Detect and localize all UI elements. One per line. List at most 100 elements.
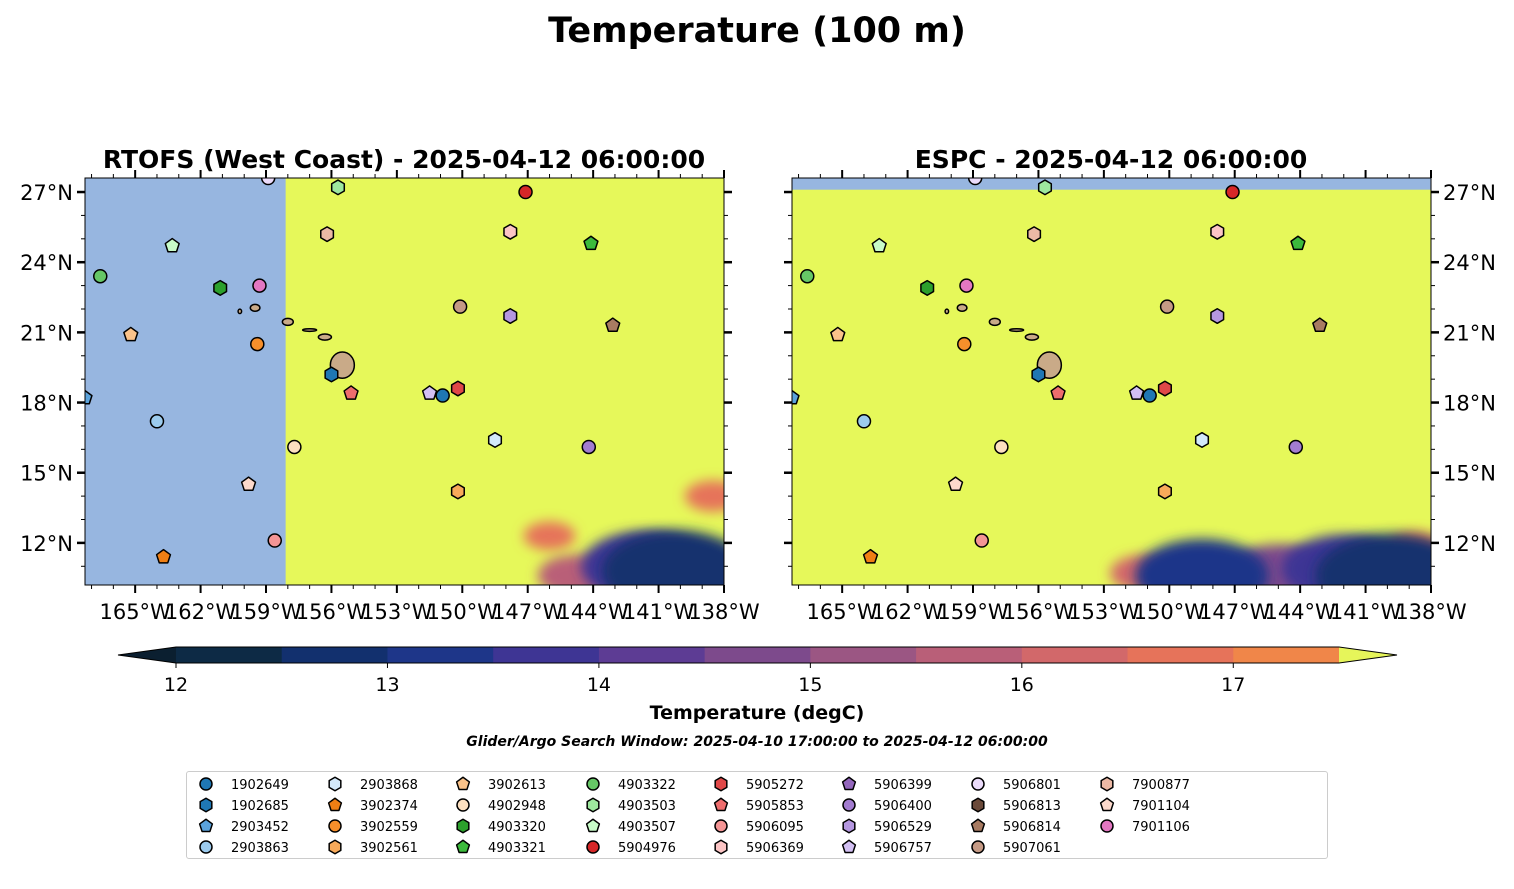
rtofs-map-panel: RTOFS (West Coast) - 2025-04-12 06:00:00…: [20, 145, 760, 624]
float-marker-3902374: [155, 548, 172, 564]
legend-label: 7901104: [1132, 799, 1190, 814]
y-tick-label: 12°N: [1443, 532, 1496, 556]
rtofs-panel-title: RTOFS (West Coast) - 2025-04-12 06:00:00: [103, 145, 705, 174]
float-marker-3902613: [123, 326, 139, 342]
rtofs-axes: 165°W162°W159°W156°W153°W150°W147°W144°W…: [20, 170, 760, 624]
float-marker-4902948: [287, 439, 302, 455]
colorbar-tick-label: 17: [1221, 674, 1245, 696]
float-marker-7901104: [947, 476, 964, 492]
legend-label: 3902374: [360, 799, 418, 814]
legend-entry-3902561: 3902561: [328, 839, 418, 856]
island-molokai: [1008, 327, 1025, 333]
legend-entry-2903868: 2903868: [328, 776, 418, 793]
legend-marker-4903321: [455, 839, 471, 854]
legend-label: 5905272: [746, 778, 804, 793]
y-tick-label: 15°N: [1443, 462, 1496, 486]
espc-map-panel: ESPC - 2025-04-12 06:00:00 165°W162°W159…: [784, 145, 1496, 624]
float-marker-5906400: [1288, 439, 1304, 455]
legend-marker-5906369: [714, 839, 728, 855]
island-kauai: [956, 303, 968, 313]
legend-marker-1902685: [199, 797, 213, 813]
y-tick-label: 27°N: [1443, 181, 1496, 205]
legend-entry-4903507: 4903507: [585, 818, 676, 835]
legend-entry-4902948: 4902948: [456, 798, 546, 814]
colorbar-segment: [598, 647, 706, 663]
float-marker-5906757: [1128, 385, 1145, 400]
x-tick-label: 162°W: [872, 600, 944, 624]
x-tick-label: 141°W: [623, 600, 695, 624]
float-legend-entries: 1902649 1902685 2903452 2903863 2903868 39023…: [198, 776, 1190, 856]
float-marker-1902685: [324, 366, 339, 383]
legend-entry-7901106: 7901106: [1100, 819, 1190, 835]
legend-marker-4903503: [586, 797, 600, 813]
legend-label: 5906529: [874, 820, 932, 835]
legend-entry-1902685: 1902685: [199, 797, 289, 814]
float-marker-4903320: [213, 279, 228, 296]
espc-float-markers: [792, 178, 1328, 564]
float-marker-5906529: [503, 307, 518, 325]
legend-label: 5906400: [874, 799, 932, 814]
colorbar-tick-label: 14: [587, 674, 611, 696]
left-cold-patch: [602, 530, 724, 585]
colorbar-segment: [1021, 647, 1129, 663]
float-marker-4903507: [164, 237, 180, 253]
legend-marker-5906801: [971, 777, 985, 791]
legend-label: 5906814: [1003, 820, 1061, 835]
colorbar-segment: [387, 647, 494, 663]
espc-map-frame: [791, 177, 1432, 586]
legend-marker-5906399: [841, 776, 857, 791]
float-marker-5906369: [1210, 223, 1225, 240]
legend-entry-3902374: 3902374: [327, 797, 418, 814]
x-tick-label: 159°W: [937, 600, 1009, 624]
colorbar-segment: [281, 647, 388, 663]
legend-label: 4903321: [488, 841, 546, 856]
colorbar-tick-label: 15: [798, 674, 822, 696]
float-marker-4903322: [93, 268, 108, 284]
legend-marker-2903863: [199, 840, 213, 854]
legend-label: 4902948: [488, 799, 546, 814]
right-cold-patch: [1135, 539, 1269, 585]
colorbar-segment: [176, 647, 283, 663]
legend-marker-2903868: [328, 776, 342, 792]
float-marker-5906400: [581, 439, 597, 455]
x-tick-label: 147°W: [492, 600, 564, 624]
legend-marker-5904976: [586, 840, 600, 854]
legend-entry-5906813: 5906813: [971, 797, 1061, 814]
float-marker-3902613: [830, 326, 846, 342]
colorbar-segment: [810, 647, 917, 663]
colorbar-tick-label: 13: [375, 674, 399, 696]
y-tick-label: 15°N: [20, 462, 73, 486]
rtofs-no-data-region: [85, 178, 286, 585]
legend-label: 5906399: [874, 778, 932, 793]
x-tick-label: 147°W: [1199, 600, 1271, 624]
float-marker-5905853: [343, 385, 359, 400]
float-marker-4903322: [800, 268, 815, 284]
x-tick-label: 150°W: [1134, 600, 1206, 624]
legend-entry-2903863: 2903863: [199, 840, 289, 856]
left-cold-patch: [684, 480, 724, 512]
legend-entry-4903321: 4903321: [455, 839, 546, 856]
y-tick-label: 27°N: [20, 181, 73, 205]
float-marker-4902948: [994, 439, 1009, 455]
legend-entry-5906400: 5906400: [842, 798, 932, 814]
float-marker-7900877: [320, 226, 335, 243]
float-marker-2903868: [1194, 431, 1210, 449]
legend-marker-3902613: [455, 776, 471, 791]
legend-label: 5906095: [746, 820, 804, 835]
island-oahu: [988, 317, 1002, 327]
temperature-colorbar: 12 13 14 15 16 17: [117, 646, 1398, 696]
legend-marker-2903452: [198, 818, 214, 833]
float-legend: 1902649 1902685 2903452 2903863 2903868 39023…: [186, 771, 1328, 859]
x-tick-label: 153°W: [361, 600, 433, 624]
legend-label: 1902685: [231, 799, 289, 814]
legend-marker-3902374: [327, 797, 343, 812]
x-tick-label: 153°W: [1068, 600, 1140, 624]
float-marker-4903503: [330, 179, 346, 196]
legend-entry-1902649: 1902649: [199, 777, 289, 793]
x-tick-label: 156°W: [1003, 600, 1075, 624]
float-marker-3902561: [450, 483, 465, 500]
colorbar-segment: [1233, 647, 1340, 663]
float-marker-5905853: [1050, 385, 1066, 400]
island-niihau: [237, 308, 243, 315]
